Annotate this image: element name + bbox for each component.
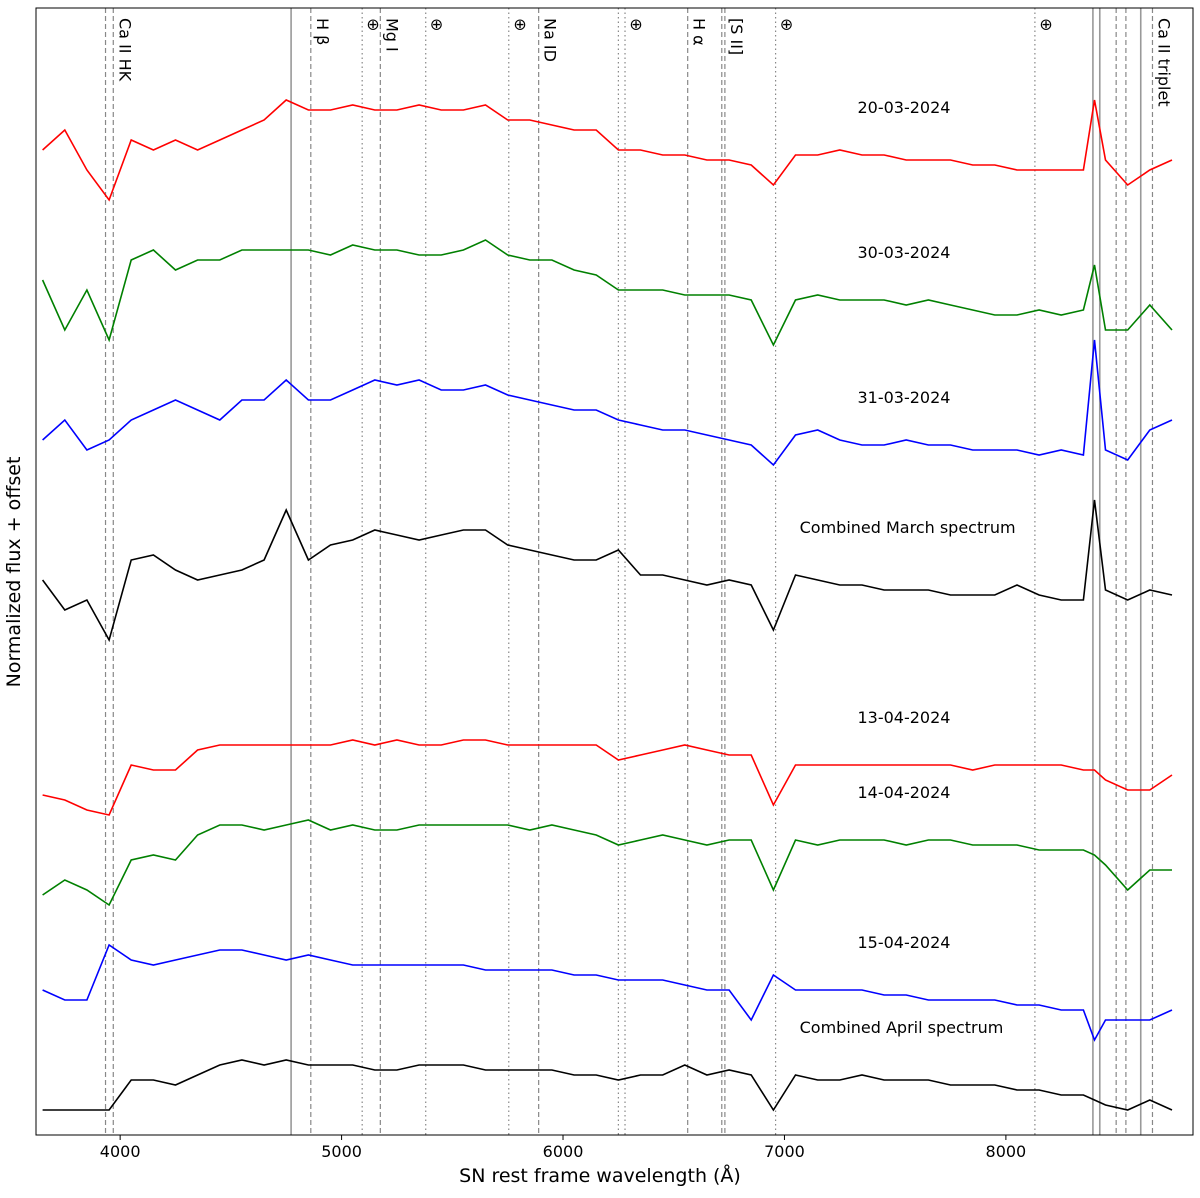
line-label: H α (690, 18, 709, 46)
series-label: 15-04-2024 (857, 933, 950, 952)
line-label: ⊕ (511, 18, 530, 31)
line-label: Mg I (382, 18, 401, 52)
line-label: ⊕ (627, 18, 646, 31)
x-tick-label: 4000 (100, 1142, 141, 1161)
spectrum-line (41, 499, 1173, 643)
spectrum-line (42, 1059, 1173, 1112)
line-label: ⊕ (364, 18, 383, 31)
spectrum-line (42, 99, 1173, 202)
line-label: ⊕ (778, 18, 797, 31)
series-label: 31-03-2024 (857, 388, 950, 407)
x-tick-label: 6000 (543, 1142, 584, 1161)
x-tick-label: 5000 (321, 1142, 362, 1161)
line-label: Ca II triplet (1154, 18, 1173, 107)
spectrum-line (42, 739, 1173, 816)
series-label: 20-03-2024 (857, 98, 950, 117)
series-label: Combined April spectrum (800, 1018, 1004, 1037)
plot-frame (35, 7, 1194, 1136)
series-label: 30-03-2024 (857, 243, 950, 262)
x-tick-label: 7000 (764, 1142, 805, 1161)
spectrum-line (41, 239, 1173, 347)
spectrum-line (42, 339, 1173, 467)
line-label: ⊕ (428, 18, 447, 31)
x-tick-label: 8000 (986, 1142, 1027, 1161)
line-label: ⊕ (1037, 18, 1056, 31)
spectrum-line (42, 943, 1173, 1042)
line-label: [S II] (727, 18, 746, 55)
series-label: 13-04-2024 (857, 708, 950, 727)
x-axis-label: SN rest frame wavelength (Å) (459, 1164, 741, 1187)
series-label: 14-04-2024 (857, 783, 950, 802)
series-label: Combined March spectrum (800, 518, 1016, 537)
line-label: Ca II HK (115, 18, 134, 82)
spectrum-line (42, 819, 1172, 907)
y-axis-label: Normalized flux + offset (3, 457, 25, 688)
line-label: Na ID (541, 18, 560, 62)
line-label: H β (313, 18, 332, 45)
